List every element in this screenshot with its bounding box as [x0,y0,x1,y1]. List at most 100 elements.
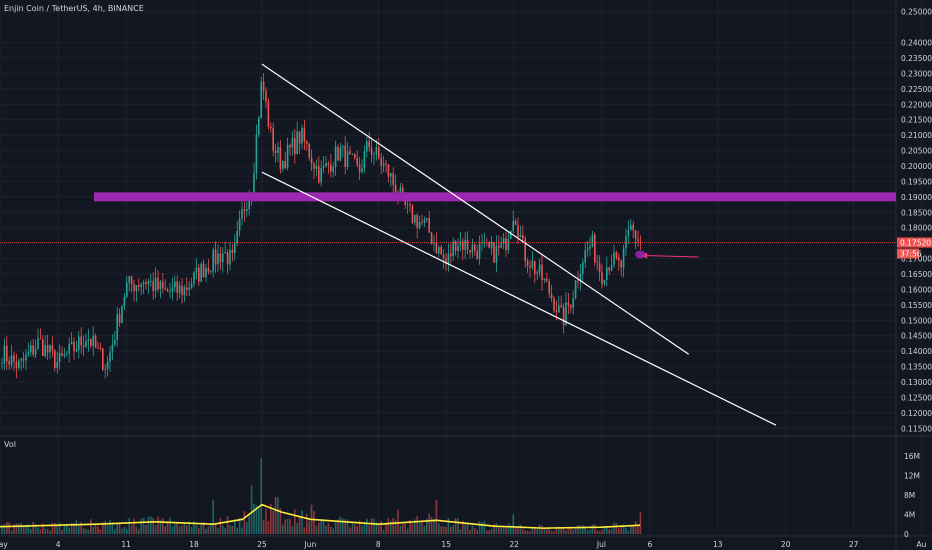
candle-body [610,264,613,271]
time-axis-label: 20 [781,540,791,549]
candle-body [454,241,457,252]
candle-body [22,358,25,361]
volume-bar [531,526,534,534]
volume-bar [289,518,291,534]
candle-body [78,336,80,350]
volume-bar [322,519,325,534]
candle-body [433,242,435,244]
volume-bar [272,510,274,534]
volume-bar [15,523,18,534]
candle-body [418,222,421,228]
volume-bar [32,521,34,534]
volume-bar [368,525,370,534]
volume-bar [265,508,267,534]
candle-body [166,289,169,292]
volume-bar [186,525,188,534]
candle-body [142,282,145,285]
volume-bar [150,516,152,534]
time-axis-label: Jul [596,540,606,549]
breakout-marker [635,250,646,259]
candle-body [205,268,207,278]
volume-bar [315,525,318,534]
candle-body [457,245,459,252]
volume-bar [591,524,594,534]
candle-body [104,369,106,370]
candle-body [231,249,234,253]
candle-body [188,287,190,290]
volume-bar [495,523,498,534]
candle-body [411,205,414,223]
candle-body [34,348,37,355]
time-axis-label: 15 [441,540,451,549]
volume-bar [486,530,488,534]
candle-body [51,345,54,351]
candle-body [260,81,262,118]
candle-body [618,257,620,261]
candle-body [18,360,20,368]
candle-body [106,361,109,370]
candle-body [358,164,361,172]
volume-bar [90,519,92,534]
candle-body [524,238,526,262]
volume-bar [450,526,452,534]
candle-body [200,263,202,282]
volume-bar [183,522,186,534]
candle-body [495,245,498,263]
candle-body [85,341,87,347]
price-axis-label: 0.17000 [901,255,932,264]
candle-body [399,187,402,197]
volume-bar [279,508,282,534]
volume-bar [130,525,133,534]
candle-body [313,163,315,169]
candle-body [214,249,217,265]
volume-bar [195,524,198,534]
volume-bar [25,525,27,534]
volume-bar [584,526,586,534]
volume-bar [243,511,246,534]
candle-body [380,157,382,166]
volume-bar [296,522,298,534]
volume-bar [606,525,608,534]
volume-bar [154,524,157,534]
volume-bar [56,524,58,534]
candle-body [68,344,70,354]
volume-bar [286,519,289,534]
volume-bar [30,528,32,534]
volume-bar [433,519,435,534]
volume-bar [392,517,394,534]
volume-bar [601,529,603,534]
volume-bar [598,531,601,534]
volume-bar [152,518,154,534]
candle-body [474,244,476,251]
volume-bar [565,530,567,534]
volume-bar [298,517,301,534]
candle-body [368,141,370,148]
candle-body [121,306,123,323]
candle-body [61,353,63,356]
volume-bar [634,521,637,534]
candle-body [210,271,212,273]
volume-bar [526,530,529,534]
candle-body [1,363,3,365]
candle-body [27,352,30,355]
candle-body [92,335,94,346]
volume-bar [140,518,142,534]
price-axis-label: 0.13500 [901,363,932,372]
candle-body [591,234,594,247]
candle-body [123,296,126,307]
time-axis-label: 13 [713,540,723,549]
volume-bar [483,520,486,534]
price-axis-label: 0.14000 [901,347,932,356]
volume-bar [466,522,469,534]
volume-bar [198,528,200,534]
candle-body [536,272,538,274]
volume-bar [339,516,342,534]
candle-body [226,252,229,265]
candle-body [572,298,574,308]
price-axis-label: 0.23000 [901,69,932,78]
volume-bar [442,526,445,534]
volume-bar [133,518,135,534]
volume-bar [562,526,565,534]
